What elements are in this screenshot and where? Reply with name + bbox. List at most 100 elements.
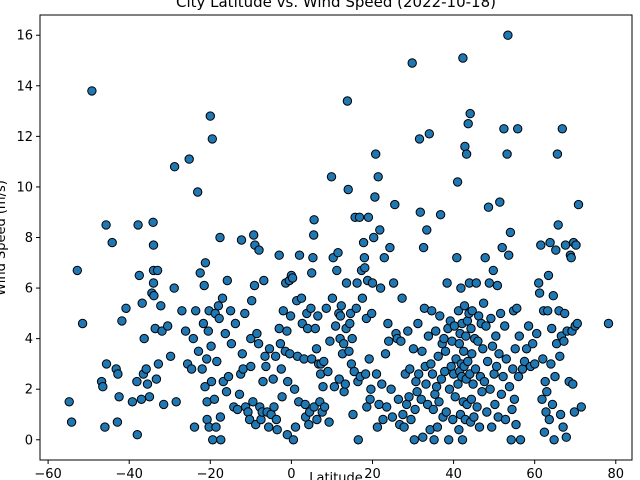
data-point bbox=[559, 336, 569, 346]
data-point bbox=[452, 253, 462, 263]
y-tick-label: 4 bbox=[25, 332, 33, 347]
data-point bbox=[278, 306, 288, 316]
data-point bbox=[436, 374, 447, 384]
data-point bbox=[191, 306, 201, 316]
data-point bbox=[258, 376, 268, 387]
y-tick-label: 10 bbox=[16, 180, 33, 195]
data-point bbox=[294, 250, 305, 260]
data-point bbox=[379, 253, 389, 263]
data-point bbox=[534, 288, 545, 298]
data-point bbox=[330, 321, 341, 331]
data-point bbox=[308, 253, 318, 263]
data-point bbox=[373, 172, 383, 182]
data-point bbox=[403, 326, 413, 336]
data-point bbox=[468, 379, 478, 389]
data-point bbox=[439, 333, 449, 344]
data-point bbox=[193, 187, 203, 197]
data-point bbox=[457, 435, 468, 445]
data-point bbox=[471, 278, 481, 288]
data-point bbox=[139, 333, 149, 344]
data-point bbox=[304, 419, 314, 430]
data-point bbox=[272, 425, 282, 435]
data-point bbox=[470, 364, 481, 374]
data-point bbox=[285, 349, 295, 359]
data-point bbox=[417, 346, 427, 356]
data-point bbox=[413, 318, 423, 329]
data-point bbox=[427, 369, 438, 379]
data-point bbox=[480, 253, 490, 263]
data-point bbox=[569, 407, 580, 417]
data-point bbox=[509, 394, 520, 404]
data-point bbox=[510, 344, 520, 354]
data-point bbox=[215, 232, 225, 243]
data-point bbox=[345, 318, 355, 329]
data-point bbox=[544, 414, 554, 425]
data-point bbox=[399, 422, 409, 432]
data-point bbox=[342, 96, 353, 106]
data-point bbox=[87, 86, 97, 96]
data-point bbox=[148, 217, 158, 228]
y-tick-label: 16 bbox=[16, 29, 33, 44]
data-point bbox=[351, 303, 361, 313]
data-point bbox=[539, 427, 550, 437]
data-point bbox=[334, 374, 344, 384]
data-point bbox=[354, 212, 365, 223]
data-point bbox=[550, 371, 560, 382]
data-point bbox=[396, 336, 406, 346]
data-point bbox=[467, 349, 477, 359]
data-point bbox=[573, 199, 584, 210]
data-point bbox=[198, 318, 209, 329]
data-point bbox=[287, 273, 298, 283]
data-point bbox=[329, 382, 340, 392]
data-point bbox=[151, 374, 162, 384]
data-point bbox=[410, 404, 420, 415]
data-point bbox=[100, 422, 110, 432]
data-point bbox=[238, 364, 248, 374]
data-point bbox=[383, 318, 393, 329]
data-point bbox=[514, 331, 524, 341]
x-tick-label: 40 bbox=[445, 467, 462, 480]
data-point bbox=[473, 336, 483, 346]
data-point bbox=[398, 409, 408, 420]
data-point bbox=[367, 308, 377, 319]
data-point bbox=[236, 235, 247, 245]
data-point bbox=[156, 301, 166, 311]
data-point bbox=[499, 124, 509, 134]
data-point bbox=[141, 364, 151, 374]
data-point bbox=[450, 392, 460, 402]
data-point bbox=[461, 149, 472, 159]
data-point bbox=[310, 323, 320, 334]
data-point bbox=[333, 248, 343, 258]
data-point bbox=[246, 361, 256, 372]
data-point bbox=[234, 389, 245, 399]
data-point bbox=[427, 306, 437, 316]
data-point bbox=[397, 293, 407, 303]
data-point bbox=[478, 298, 489, 308]
data-point bbox=[274, 250, 284, 260]
data-point bbox=[543, 270, 554, 281]
data-point bbox=[307, 268, 317, 278]
data-point bbox=[133, 220, 143, 230]
data-point bbox=[200, 382, 210, 392]
data-point bbox=[431, 382, 442, 392]
data-point bbox=[340, 379, 350, 389]
data-point bbox=[259, 275, 269, 286]
data-point bbox=[421, 379, 431, 389]
data-point bbox=[521, 344, 532, 354]
x-tick-label: 20 bbox=[364, 467, 381, 480]
data-point bbox=[547, 399, 558, 410]
data-point bbox=[375, 283, 386, 293]
data-point bbox=[64, 397, 74, 407]
data-point bbox=[487, 422, 497, 432]
data-point bbox=[435, 210, 446, 220]
data-point bbox=[264, 422, 274, 432]
data-point bbox=[358, 237, 369, 248]
data-point bbox=[223, 371, 234, 382]
data-point bbox=[500, 414, 511, 425]
data-point bbox=[144, 392, 155, 402]
data-point bbox=[365, 394, 375, 404]
data-point bbox=[309, 230, 319, 240]
data-point bbox=[343, 184, 353, 195]
data-point bbox=[98, 382, 108, 392]
data-point bbox=[435, 311, 445, 321]
